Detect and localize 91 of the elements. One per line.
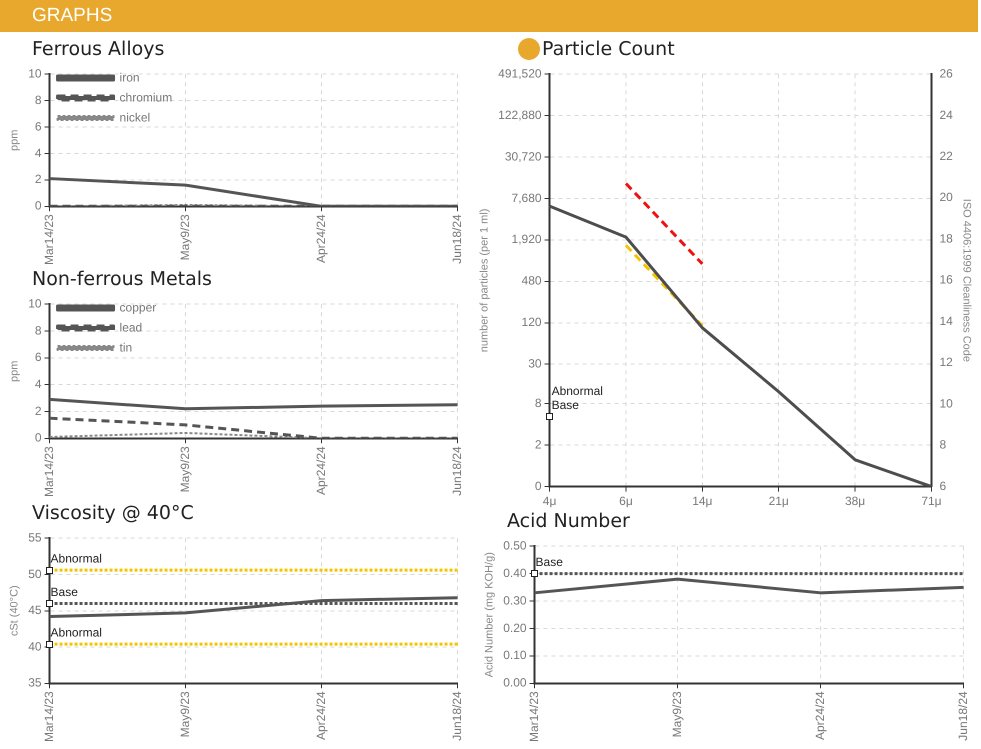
y-tick-label: 40 (28, 639, 42, 654)
y-tick-label: 0.00 (503, 676, 527, 690)
y2-tick-label: 26 (939, 66, 954, 81)
x-tick-label: Jun18/24 (450, 214, 464, 264)
y2-tick-label: 16 (939, 272, 954, 287)
x-tick-label: Apr24/24 (314, 214, 328, 264)
legend-label: tin (120, 340, 132, 354)
legend-label: lead (120, 320, 142, 334)
x-tick-label: May9/23 (670, 690, 684, 738)
y-tick-label: 0 (34, 430, 42, 445)
legend-label: copper (120, 300, 156, 314)
y-tick-label: 45 (28, 603, 42, 618)
y-tick-label: 10 (28, 296, 42, 311)
y-tick-label: 122,880 (498, 108, 542, 122)
x-tick-label: May9/23 (178, 446, 192, 492)
x-tick-label: Mar14/23 (526, 690, 541, 742)
x-tick-label: 71μ (921, 494, 942, 508)
y2-tick-label: 8 (939, 438, 946, 452)
ref-line-label: Base (536, 554, 564, 569)
chart-title: Particle Count (541, 38, 675, 60)
ref-line-label: Base (50, 584, 78, 599)
x-tick-label: 14μ (692, 494, 713, 508)
annotation: Abnormal (552, 384, 603, 398)
ref-line-label: Abnormal (50, 551, 102, 566)
x-tick-label: Mar14/23 (42, 446, 56, 498)
x-tick-label: Apr24/24 (812, 690, 827, 740)
y-tick-label: 4 (34, 376, 42, 391)
text: GRAPHS (0, 0, 978, 32)
y-tick-label: 2 (34, 404, 42, 418)
legend-label: chromium (120, 90, 172, 104)
x-tick-label: 4μ (542, 494, 556, 508)
y-tick-label: 0.50 (503, 538, 527, 553)
y-tick-label: 0.40 (503, 566, 527, 580)
x-tick-label: Jun18/24 (956, 690, 970, 741)
y-tick-label: 6 (34, 350, 42, 364)
x-tick-label: Mar14/23 (42, 214, 56, 266)
chart-title: Non-ferrous Metals (32, 268, 212, 290)
y-tick-label: 8 (534, 396, 542, 410)
y-axis-title: number of particles (per 1 ml) (478, 208, 491, 352)
chart-title: Viscosity @ 40°C (32, 502, 194, 524)
y-tick-label: 0.20 (503, 620, 527, 635)
legend-label: nickel (120, 110, 150, 124)
y2-tick-label: 10 (939, 396, 954, 410)
y-tick-label: 0.30 (503, 593, 527, 608)
y-tick-label: 1,920 (512, 232, 542, 246)
y-tick-label: 7,680 (512, 190, 542, 205)
y-tick-label: 120 (522, 315, 542, 330)
y-tick-label: 0 (34, 198, 42, 213)
annotation: Base (552, 398, 580, 412)
y2-tick-label: 20 (939, 190, 954, 204)
chart-title: Ferrous Alloys (32, 38, 164, 60)
y-tick-label: 0 (534, 478, 542, 493)
y-tick-label: 0.10 (503, 648, 527, 662)
y-tick-label: 6 (34, 119, 42, 134)
y2-tick-label: 24 (939, 108, 954, 122)
x-tick-label: May9/23 (178, 214, 192, 260)
y2-tick-label: 22 (939, 148, 954, 163)
y-axis-title: ppm (8, 360, 21, 382)
y-tick-label: 30 (528, 356, 542, 371)
y-tick-label: 10 (28, 66, 42, 81)
ref-line-label: Abnormal (50, 625, 102, 640)
x-tick-label: Mar14/23 (42, 690, 56, 742)
y-axis-title: cSt (40°C) (8, 585, 21, 636)
y2-axis-title: ISO 4406:1999 Cleanliness Code (960, 198, 972, 362)
y-tick-label: 8 (34, 92, 42, 107)
x-tick-label: Jun18/24 (450, 446, 464, 496)
y2-tick-label: 18 (939, 231, 954, 246)
y2-tick-label: 6 (939, 478, 946, 493)
y-tick-label: 2 (534, 437, 542, 452)
chart-title: Acid Number (507, 510, 630, 532)
y2-tick-label: 14 (939, 314, 954, 328)
y-tick-label: 8 (34, 323, 42, 338)
y-tick-label: 35 (28, 676, 42, 690)
y-tick-label: 480 (522, 274, 542, 288)
x-tick-label: Apr24/24 (314, 690, 328, 740)
x-tick-label: Jun18/24 (450, 690, 464, 741)
y2-tick-label: 12 (939, 355, 954, 370)
y-tick-label: 2 (34, 172, 42, 186)
x-tick-label: 38μ (844, 494, 866, 508)
x-tick-label: 6μ (619, 494, 633, 508)
y-tick-label: 4 (34, 146, 42, 160)
x-tick-label: Apr24/24 (314, 446, 328, 496)
y-tick-label: 50 (28, 566, 42, 581)
y-tick-label: 491,520 (498, 66, 542, 81)
y-axis-title: ppm (8, 130, 21, 151)
x-tick-label: May9/23 (178, 690, 192, 738)
x-tick-label: 21μ (768, 494, 789, 508)
legend-label: iron (120, 70, 140, 84)
y-axis-title: Acid Number (mg KOH/g) (484, 552, 496, 678)
y-tick-label: 55 (28, 530, 42, 545)
y-tick-label: 30,720 (504, 149, 542, 164)
